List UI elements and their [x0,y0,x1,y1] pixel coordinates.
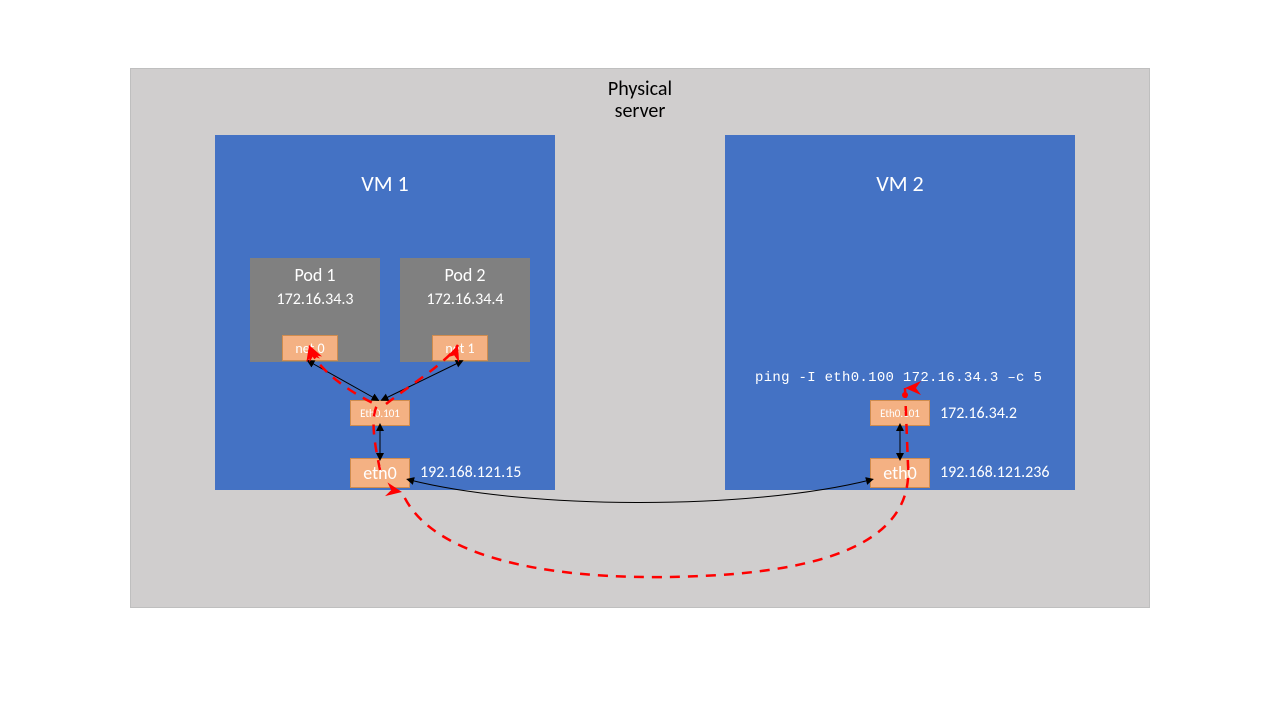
pod1-ip: 172.16.34.3 [250,290,380,309]
vm1-eth0101: Eth0.101 [350,400,410,426]
vm2-ping: ping -I eth0.100 172.16.34.3 –c 5 [755,370,1042,386]
vm2-eth0: eth0 [870,458,930,488]
vm2-eth0101: Eth0.101 [870,400,930,426]
vm2-label: VM 2 [725,170,1075,197]
pod1-iface: net 0 [282,335,338,361]
vm2-eth0101-label: Eth0.101 [880,407,920,420]
pod2-label: Pod 2 [400,264,530,286]
pod2-iface-label: net 1 [445,340,474,357]
physical-title-line2: server [615,99,666,123]
pod1-label: Pod 1 [250,264,380,286]
vm1-eth0-ip: 192.168.121.15 [420,463,521,482]
vm2-eth0-label: eth0 [883,462,916,484]
pod2-ip: 172.16.34.4 [400,290,530,309]
vm2-eth0-ip: 192.168.121.236 [940,463,1049,482]
pod2-iface: net 1 [432,335,488,361]
physical-title: Physical server [0,78,1280,122]
physical-title-line1: Physical [608,77,672,101]
vm2-eth0101-ip: 172.16.34.2 [940,404,1017,423]
vm1-label: VM 1 [215,170,555,197]
pod1-iface-label: net 0 [295,340,324,357]
vm1-eth0: eth0 [350,458,410,488]
vm1-eth0-label: eth0 [363,462,396,484]
vm1-eth0101-label: Eth0.101 [360,407,400,420]
